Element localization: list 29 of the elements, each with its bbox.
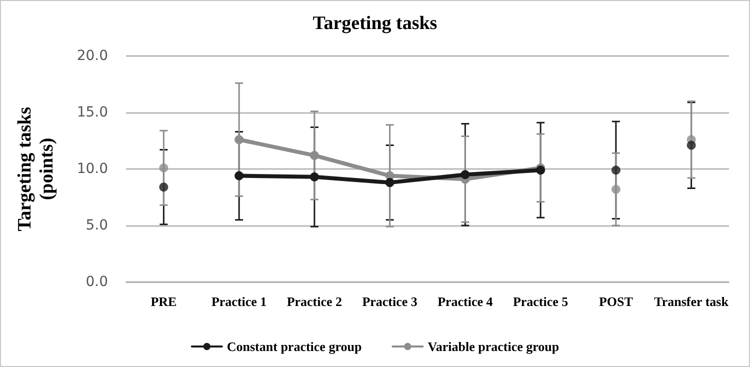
x-tick-label: Transfer task [654, 294, 730, 309]
point [159, 163, 168, 172]
y-tick-label: 20.0 [76, 48, 108, 64]
x-tick-label: Practice 1 [211, 294, 267, 309]
x-tick-label: Practice 4 [438, 294, 494, 309]
point [310, 172, 319, 182]
point [385, 178, 394, 188]
point [686, 140, 696, 150]
y-tick-label: 5.0 [86, 218, 108, 234]
x-tick-label: Practice 2 [286, 294, 342, 309]
y-axis-title: Targeting tasks (points) [14, 106, 58, 232]
chart-title: Targeting tasks [312, 13, 438, 34]
x-tick-label: PRE [150, 294, 177, 309]
point [460, 170, 470, 180]
legend-label: Variable practice group [428, 339, 560, 354]
y-tick-label: 15.0 [76, 104, 108, 120]
point [611, 166, 620, 175]
point [536, 166, 546, 175]
legend-label: Constant practice group [226, 339, 362, 354]
x-tick-label: POST [598, 294, 634, 309]
point [234, 135, 244, 144]
point [310, 150, 319, 160]
x-tick-label: Practice 3 [362, 294, 418, 309]
x-tick-label: Practice 5 [512, 294, 569, 309]
point [234, 171, 244, 180]
point [159, 182, 168, 192]
point [611, 184, 620, 194]
y-tick-label: 10.0 [76, 161, 108, 177]
y-tick-label: 0.0 [86, 274, 108, 290]
